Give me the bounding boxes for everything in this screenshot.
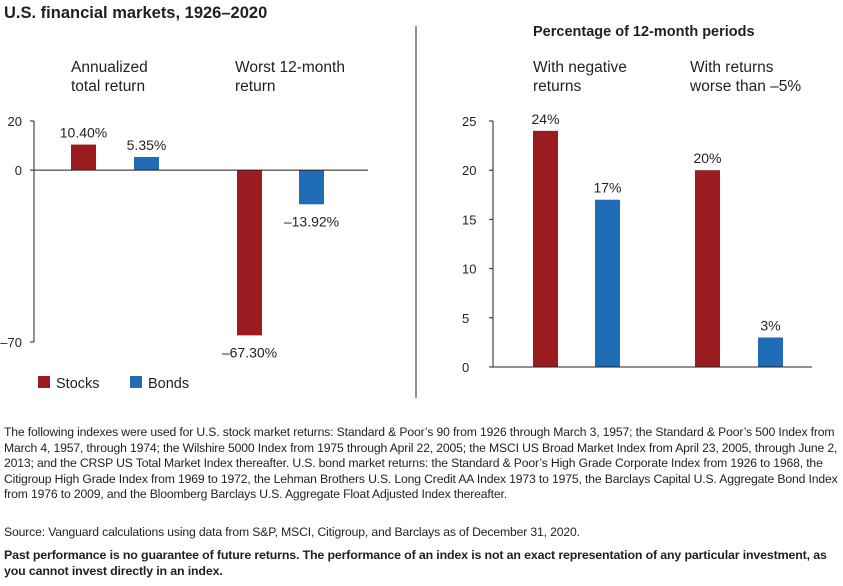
group-title: return <box>235 78 276 95</box>
y-tick-label: 25 <box>462 114 476 129</box>
y-tick-label: 10 <box>462 262 476 277</box>
y-tick-label: 15 <box>462 212 476 227</box>
source-note: Source: Vanguard calculations using data… <box>4 525 580 539</box>
y-tick-label: –70 <box>0 335 22 350</box>
group-title: returns <box>533 78 581 95</box>
legend-label-stocks: Stocks <box>56 376 100 392</box>
chart-title: Percentage of 12-month periods <box>533 24 755 40</box>
index-footnote: The following indexes were used for U.S.… <box>4 425 838 502</box>
data-label: 17% <box>593 180 621 196</box>
group-title: Annualized <box>71 59 148 76</box>
disclaimer: Past performance is no guarantee of futu… <box>4 548 827 578</box>
bar-stocks <box>533 130 558 367</box>
data-label: 24% <box>531 111 559 127</box>
data-label: –13.92% <box>284 213 339 229</box>
bar-stocks <box>237 170 262 336</box>
group-title: With negative <box>533 59 627 76</box>
legend-label-bonds: Bonds <box>148 376 189 392</box>
data-label: –67.30% <box>222 344 277 360</box>
group-title: total return <box>71 78 145 95</box>
bar-bonds <box>758 337 783 367</box>
y-tick-label: 0 <box>15 163 22 178</box>
financial-markets-figure: U.S. financial markets, 1926–2020 Annual… <box>0 4 812 398</box>
percentage-of-periods-chart: Percentage of 12-month periods With negat… <box>462 24 812 375</box>
legend-swatch-bonds <box>130 376 142 388</box>
group-title: Worst 12-month <box>235 59 345 76</box>
data-label: 10.40% <box>60 125 107 141</box>
bar-stocks <box>695 170 720 367</box>
annualized-and-worst-return-chart: Annualized total return Worst 12-month retu… <box>0 59 368 360</box>
y-tick-label: 20 <box>8 114 22 129</box>
y-tick-label: 0 <box>462 360 469 375</box>
bar-bonds <box>134 156 159 171</box>
legend: Stocks Bonds <box>38 376 189 392</box>
legend-swatch-stocks <box>38 376 50 388</box>
bar-bonds <box>595 199 620 367</box>
group-title: worse than –5% <box>689 78 801 95</box>
y-tick-label: 20 <box>462 163 476 178</box>
data-label: 5.35% <box>127 137 167 153</box>
y-tick-label: 5 <box>462 311 469 326</box>
data-label: 20% <box>693 150 721 166</box>
figure-title: U.S. financial markets, 1926–2020 <box>4 4 267 22</box>
bar-stocks <box>71 144 96 171</box>
data-label: 3% <box>760 317 780 333</box>
group-title: With returns <box>690 59 774 76</box>
bar-bonds <box>299 170 324 205</box>
